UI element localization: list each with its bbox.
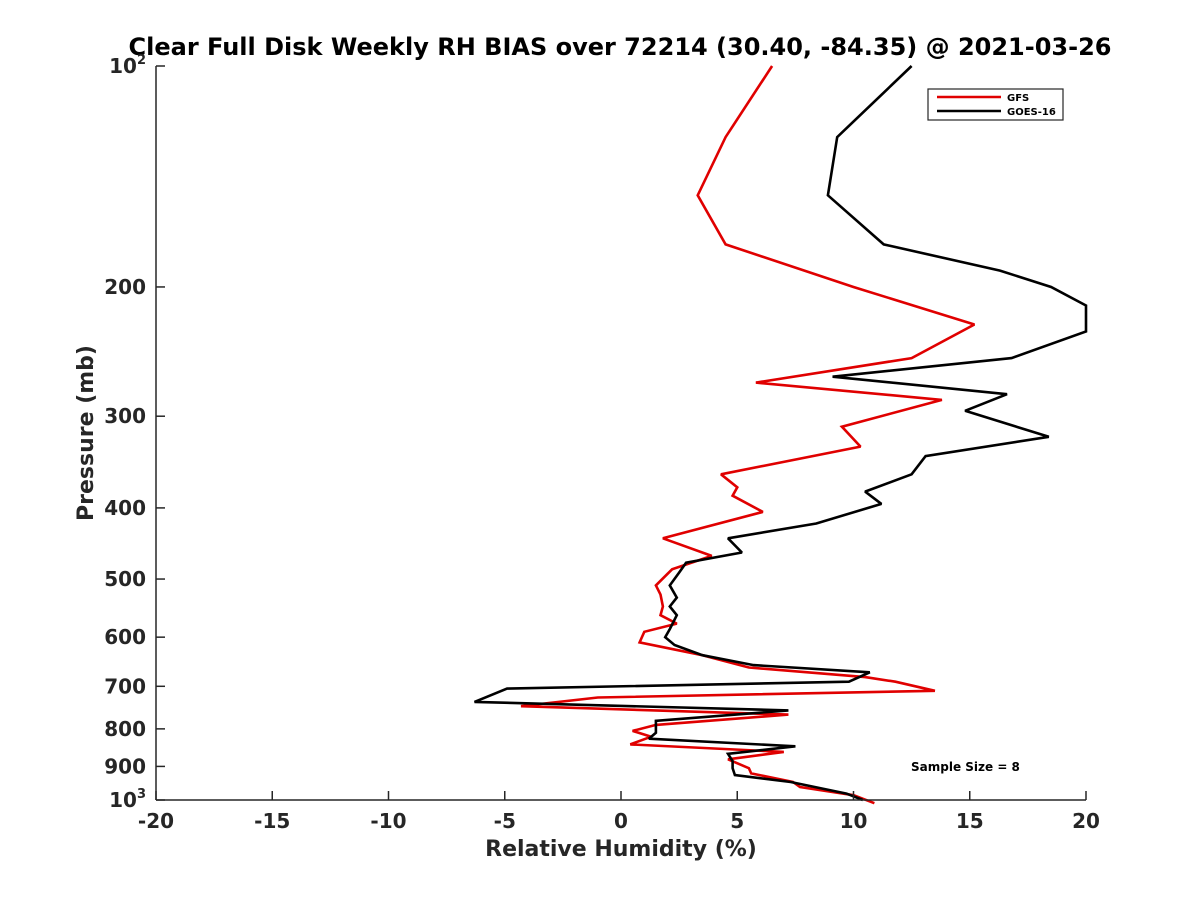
y-tick-label-base: 10 <box>109 788 137 812</box>
x-tick-label: -10 <box>370 809 406 833</box>
y-tick-label-exponent: 2 <box>137 53 146 68</box>
y-tick-label-exponent: 3 <box>137 787 146 802</box>
y-tick-label-base: 10 <box>109 54 137 78</box>
y-tick-label-base: 800 <box>104 717 146 741</box>
x-tick-label: 20 <box>1072 809 1100 833</box>
x-tick-label: -15 <box>254 809 290 833</box>
x-tick-label: 15 <box>956 809 984 833</box>
legend-label-goes-16: GOES-16 <box>1007 107 1056 118</box>
sample-size-annotation: Sample Size = 8 <box>911 760 1020 774</box>
y-tick-label-base: 500 <box>104 567 146 591</box>
series-line-gfs <box>520 65 976 805</box>
x-tick-label: 5 <box>730 809 744 833</box>
series-layer <box>474 65 1088 805</box>
y-tick-label-base: 200 <box>104 275 146 299</box>
y-tick-label-base: 700 <box>104 674 146 698</box>
y-tick-label-base: 900 <box>104 754 146 778</box>
y-axis-label: Pressure (mb) <box>74 345 99 521</box>
axes <box>155 66 1086 801</box>
y-tick-label: 200 <box>104 275 146 299</box>
legend: GFS GOES-16 <box>927 88 1064 121</box>
x-axis-label: Relative Humidity (%) <box>485 837 757 862</box>
x-tick-label: -20 <box>138 809 174 833</box>
y-tick-label: 500 <box>104 567 146 591</box>
x-ticks: -20 -15 -10 -5 0 5 10 15 20 <box>138 791 1100 833</box>
x-tick-label: 0 <box>614 809 628 833</box>
y-tick-label: 600 <box>104 625 146 649</box>
y-tick-label-base: 300 <box>104 404 146 428</box>
y-tick-label: 103 <box>109 787 146 812</box>
x-tick-label: -5 <box>494 809 516 833</box>
y-tick-label: 400 <box>104 496 146 520</box>
legend-box <box>927 88 1064 121</box>
series-line-goes-16 <box>474 65 1088 802</box>
y-tick-label: 700 <box>104 674 146 698</box>
y-tick-label: 300 <box>104 404 146 428</box>
y-tick-label-base: 400 <box>104 496 146 520</box>
y-tick-label-base: 600 <box>104 625 146 649</box>
legend-label-gfs: GFS <box>1007 93 1029 104</box>
x-tick-label: 10 <box>840 809 868 833</box>
y-tick-label: 800 <box>104 717 146 741</box>
chart-title: Clear Full Disk Weekly RH BIAS over 7221… <box>129 33 1112 61</box>
y-tick-label: 900 <box>104 754 146 778</box>
y-tick-label: 102 <box>109 53 146 78</box>
